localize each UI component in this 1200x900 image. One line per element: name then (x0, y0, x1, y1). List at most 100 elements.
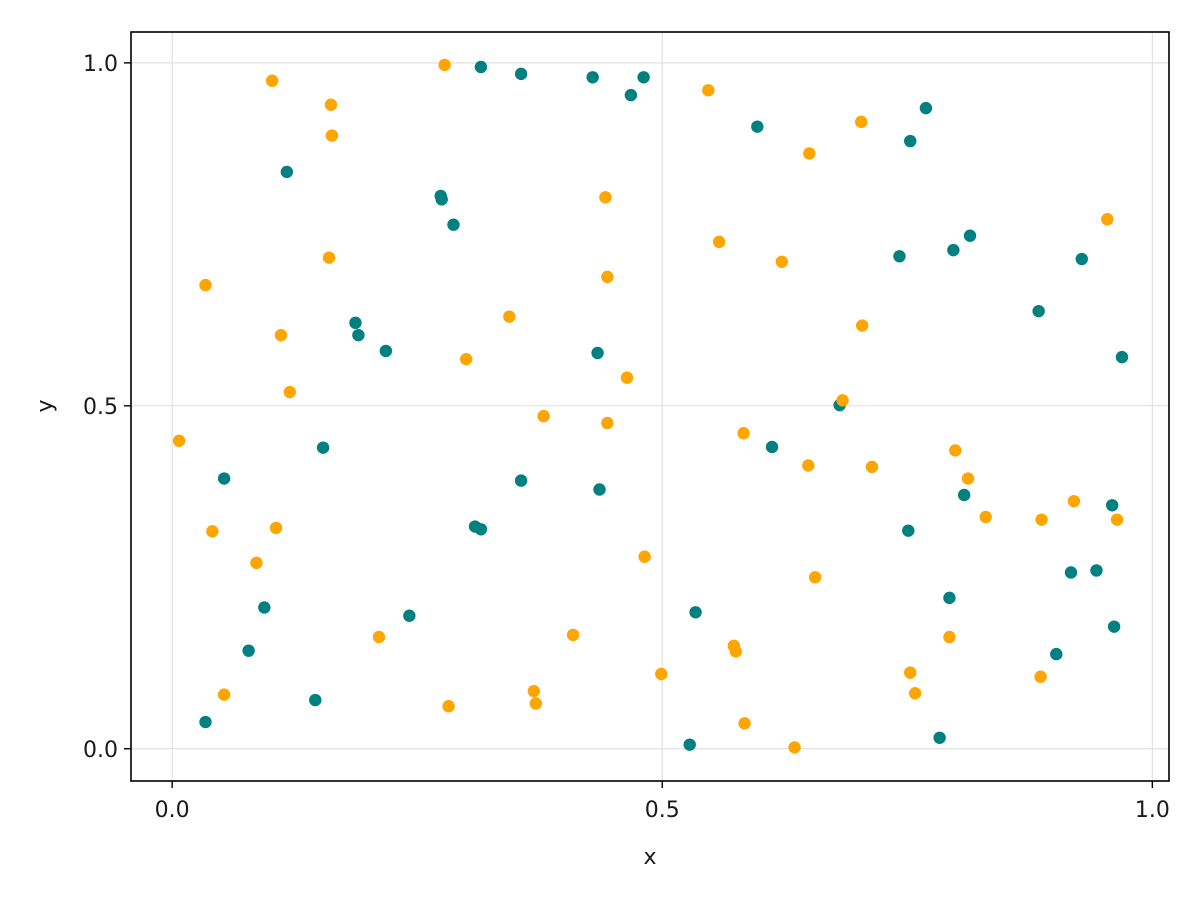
scatter-point-series-2 (599, 191, 612, 204)
scatter-point-series-1 (957, 488, 971, 502)
axis-ticks: 0.0 0.5 1.0 0.0 0.5 1.0 (83, 52, 1170, 823)
scatter-point-series-2 (836, 394, 849, 407)
scatter-point-series-1 (1107, 620, 1121, 633)
x-tick-label: 0.0 (155, 798, 190, 823)
scatter-point-series-2 (601, 416, 614, 430)
scatter-point-series-1 (943, 591, 956, 605)
scatter-point-series-1 (316, 441, 330, 454)
scatter-point-series-1 (1032, 304, 1045, 318)
scatter-point-series-2 (620, 371, 634, 384)
scatter-point-series-1 (683, 738, 696, 751)
scatter-point-series-1 (514, 67, 528, 81)
scatter-point-series-2 (788, 741, 801, 754)
scatter-point-series-1 (591, 346, 604, 360)
scatter-point-series-1 (751, 120, 764, 133)
scatter-point-series-1 (1075, 252, 1088, 266)
scatter-point-series-2 (855, 115, 868, 129)
scatter-point-series-1 (242, 644, 255, 657)
scatter-point-series-2 (655, 667, 668, 681)
scatter-point-series-1 (586, 71, 599, 84)
scatter-point-series-1 (280, 165, 294, 179)
scatter-point-series-1 (349, 316, 362, 330)
scatter-point-series-2 (1067, 494, 1081, 508)
scatter-point-series-1 (258, 601, 271, 614)
scatter-point-series-2 (325, 129, 339, 142)
scatter-point-series-1 (1115, 350, 1129, 364)
y-tick-label: 1.0 (83, 52, 118, 77)
scatter-point-series-2 (527, 684, 541, 698)
scatter-point-series-2 (904, 666, 917, 679)
scatter-point-series-2 (729, 645, 742, 658)
scatter-point-series-1 (514, 474, 528, 487)
data-points (172, 58, 1129, 754)
scatter-point-series-2 (1035, 513, 1048, 526)
scatter-point-series-2 (372, 630, 386, 644)
scatter-point-series-2 (529, 697, 543, 710)
scatter-point-series-2 (1110, 513, 1124, 526)
scatter-point-series-2 (738, 717, 751, 730)
scatter-point-series-2 (324, 98, 338, 111)
scatter-point-series-1 (689, 606, 702, 619)
scatter-point-series-1 (403, 609, 416, 622)
grid-lines (131, 32, 1169, 781)
scatter-point-series-2 (775, 255, 789, 268)
scatter-point-series-2 (908, 687, 922, 700)
scatter-point-series-2 (283, 385, 296, 399)
scatter-point-series-2 (322, 251, 336, 264)
scatter-point-series-1 (379, 344, 393, 358)
scatter-point-series-1 (474, 523, 488, 536)
scatter-point-series-2 (865, 460, 879, 474)
scatter-point-series-2 (438, 58, 451, 72)
y-axis-label: y (33, 399, 58, 412)
scatter-point-series-2 (803, 147, 816, 160)
scatter-point-series-1 (947, 243, 960, 257)
scatter-point-series-2 (1101, 213, 1114, 226)
scatter-point-series-2 (199, 278, 212, 292)
scatter-point-series-2 (206, 525, 219, 538)
scatter-point-series-2 (961, 472, 975, 485)
scatter-point-series-1 (902, 524, 915, 537)
plot-frame (130, 31, 1170, 782)
scatter-point-series-2 (269, 521, 283, 535)
scatter-point-series-1 (1050, 647, 1063, 661)
scatter-point-series-2 (979, 510, 992, 524)
scatter-point-series-1 (624, 88, 638, 102)
x-tick-label: 1.0 (1135, 798, 1170, 823)
scatter-point-series-1 (637, 71, 650, 84)
scatter-point-series-2 (442, 700, 455, 713)
scatter-point-series-2 (1034, 670, 1047, 683)
scatter-point-series-2 (172, 434, 186, 447)
scatter-point-series-1 (1105, 499, 1119, 512)
scatter-point-series-1 (1090, 564, 1103, 577)
scatter-point-series-1 (919, 101, 933, 115)
scatter-point-series-1 (963, 229, 977, 242)
scatter-point-series-2 (566, 628, 580, 642)
scatter-point-series-1 (933, 731, 946, 744)
scatter-point-series-2 (949, 444, 962, 457)
scatter-point-series-2 (537, 409, 550, 423)
scatter-point-series-2 (638, 550, 651, 563)
x-tick-label: 0.5 (645, 798, 680, 823)
scatter-point-series-2 (250, 556, 263, 570)
scatter-point-series-2 (808, 571, 822, 584)
scatter-point-series-2 (274, 328, 288, 342)
y-tick-label: 0.5 (83, 395, 118, 420)
scatter-point-series-2 (460, 352, 473, 366)
scatter-point-series-1 (352, 328, 365, 342)
scatter-point-series-2 (737, 427, 750, 440)
scatter-point-series-1 (435, 193, 448, 206)
scatter-point-series-2 (712, 235, 726, 249)
scatter-point-series-1 (199, 715, 212, 729)
scatter-point-series-1 (474, 60, 488, 74)
scatter-point-series-2 (217, 688, 231, 701)
scatter-point-series-2 (802, 459, 815, 472)
scatter-point-series-1 (593, 483, 606, 496)
scatter-point-series-1 (893, 250, 906, 263)
scatter-point-series-1 (765, 440, 779, 454)
scatter-point-series-1 (447, 218, 460, 231)
scatter-point-series-1 (217, 472, 231, 485)
scatter-point-series-2 (601, 270, 614, 284)
x-axis-label: x (643, 845, 656, 870)
y-tick-label: 0.0 (83, 738, 118, 763)
